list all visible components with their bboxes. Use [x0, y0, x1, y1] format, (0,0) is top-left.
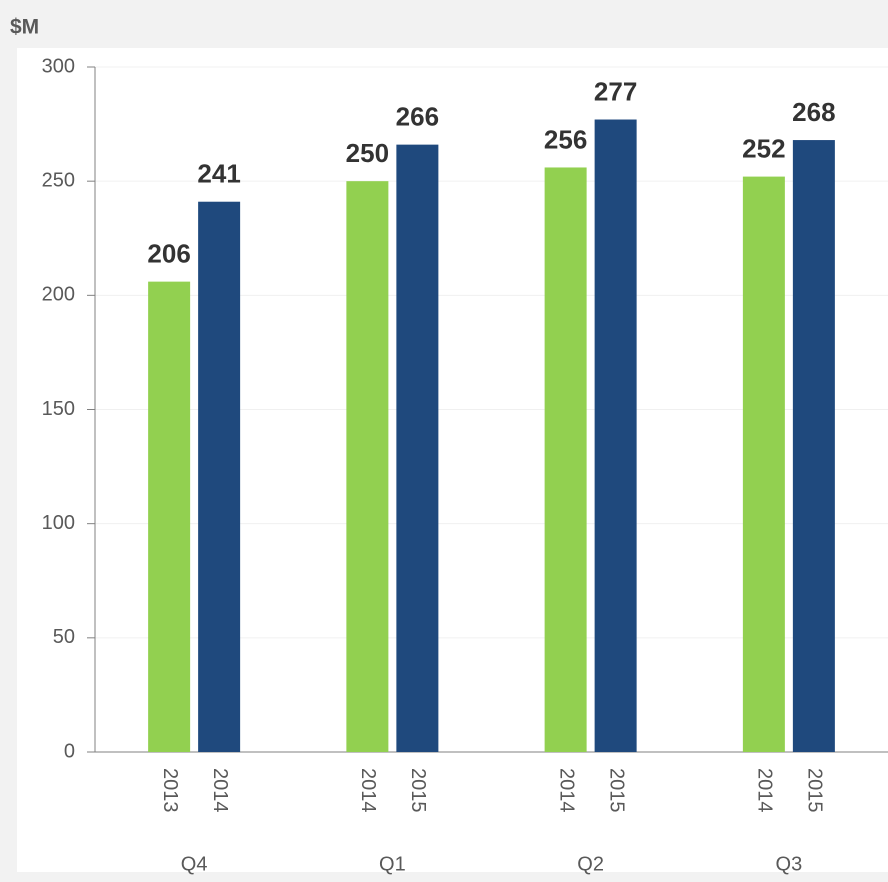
data-label: 277 [594, 76, 637, 106]
data-label: 268 [792, 97, 835, 127]
y-tick-label: 50 [53, 626, 75, 648]
data-label: 206 [147, 239, 190, 269]
x-tick-label: 2014 [357, 768, 379, 813]
y-tick-label: 0 [64, 740, 75, 762]
bar [792, 140, 835, 753]
bar [594, 119, 637, 753]
bar [346, 181, 389, 752]
y-tick-label: 300 [42, 55, 75, 77]
x-group-label: Q2 [577, 853, 604, 875]
x-group-label: Q3 [776, 853, 803, 875]
y-tick-label: 250 [42, 169, 75, 191]
x-tick-label: 2013 [159, 768, 181, 813]
x-group-label: Q4 [181, 853, 208, 875]
y-tick-label: 200 [42, 284, 75, 306]
x-tick-label: 2014 [555, 768, 577, 813]
data-label: 241 [197, 159, 240, 189]
x-tick-label: 2014 [209, 768, 231, 813]
y-tick-label: 100 [42, 512, 75, 534]
bar [544, 167, 587, 752]
x-tick-label: 2015 [407, 768, 429, 813]
data-label: 266 [396, 102, 439, 132]
x-tick-label: 2015 [804, 768, 826, 813]
x-tick-label: 2014 [754, 768, 776, 813]
data-label: 252 [742, 133, 785, 163]
x-tick-label: 2015 [605, 768, 627, 813]
bar [198, 201, 241, 752]
bar [148, 281, 191, 752]
y-tick-label: 150 [42, 398, 75, 420]
x-group-label: Q1 [379, 853, 406, 875]
data-label: 256 [544, 124, 587, 154]
bar [396, 144, 439, 753]
y-axis-label: $M [10, 16, 39, 39]
bar [742, 176, 785, 753]
data-label: 250 [346, 138, 389, 168]
